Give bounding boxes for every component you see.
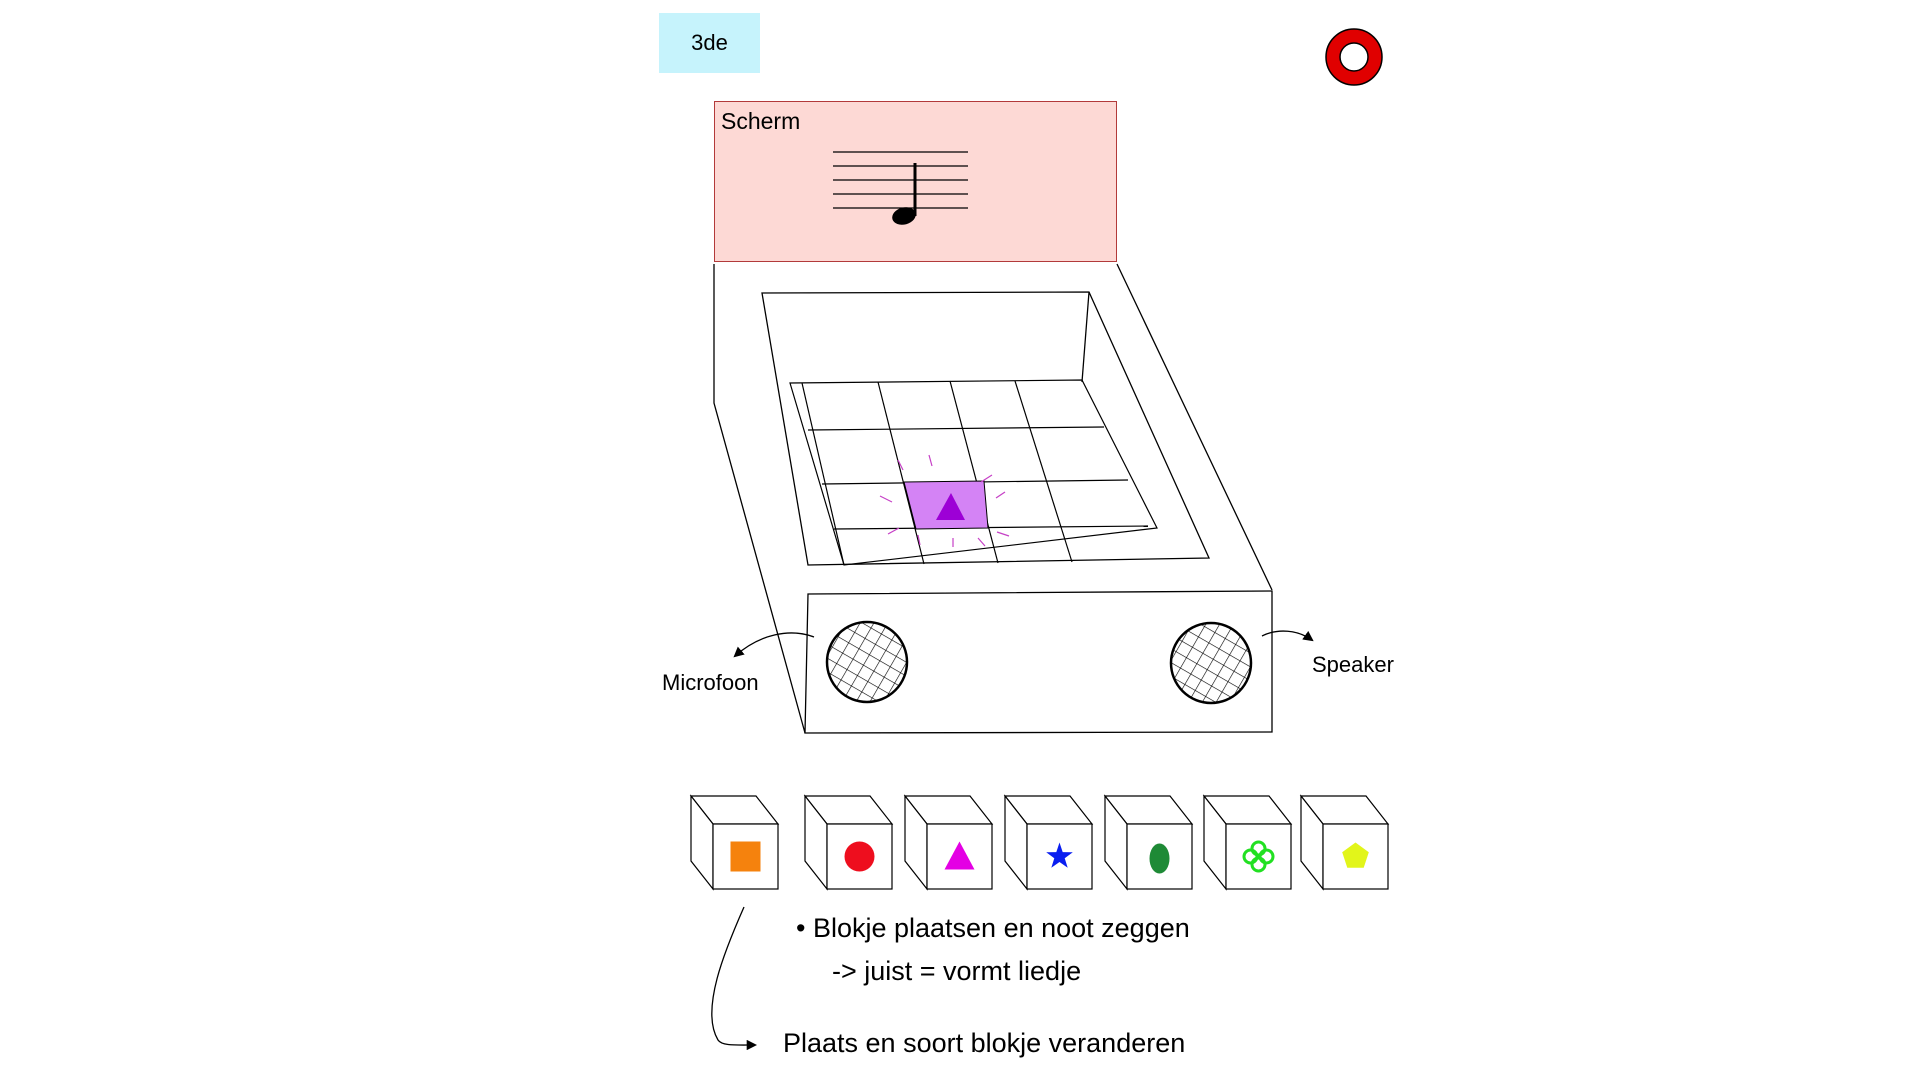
- block-7: [1299, 794, 1390, 891]
- quarter-note-icon: [892, 163, 917, 225]
- star-icon: [1046, 842, 1073, 868]
- ellipse-icon: [1149, 843, 1170, 874]
- device-box: [713, 263, 1273, 734]
- circle-icon: [844, 841, 875, 872]
- glow-rays: [879, 454, 1010, 547]
- block-1: [689, 794, 780, 891]
- record-ring-icon: [1325, 28, 1383, 86]
- result-note: -> juist = vormt liedje: [832, 956, 1082, 986]
- version-badge-label: 3de: [691, 30, 728, 55]
- microphone-arrow: [733, 632, 815, 658]
- clover-icon: [1242, 840, 1275, 873]
- square-icon: [730, 841, 761, 872]
- bottom-note: Plaats en soort blokje veranderen: [783, 1028, 1186, 1058]
- microphone-label: Microfoon: [662, 670, 759, 695]
- microphone-grill: [825, 620, 909, 704]
- block-4: [1003, 794, 1094, 891]
- screen-label: Scherm: [721, 108, 801, 134]
- block-5: [1103, 794, 1194, 891]
- blocks-row: [689, 794, 1390, 891]
- version-badge: 3de: [659, 13, 760, 73]
- block-2: [803, 794, 894, 891]
- screen-panel: Scherm: [714, 101, 1117, 262]
- pentagon-icon: [1342, 842, 1369, 868]
- triangle-icon: [944, 841, 975, 870]
- speaker-grill: [1169, 621, 1253, 705]
- speaker-arrow: [1261, 630, 1314, 642]
- speaker-label: Speaker: [1312, 652, 1394, 677]
- grid-floor: [789, 379, 1158, 566]
- block-6: [1202, 794, 1293, 891]
- change-block-arrow: [711, 906, 758, 1051]
- music-staff: [833, 151, 968, 209]
- cell-triangle-icon: [936, 493, 965, 520]
- bullet-note: • Blokje plaatsen en noot zeggen: [796, 913, 1190, 943]
- block-3: [903, 794, 994, 891]
